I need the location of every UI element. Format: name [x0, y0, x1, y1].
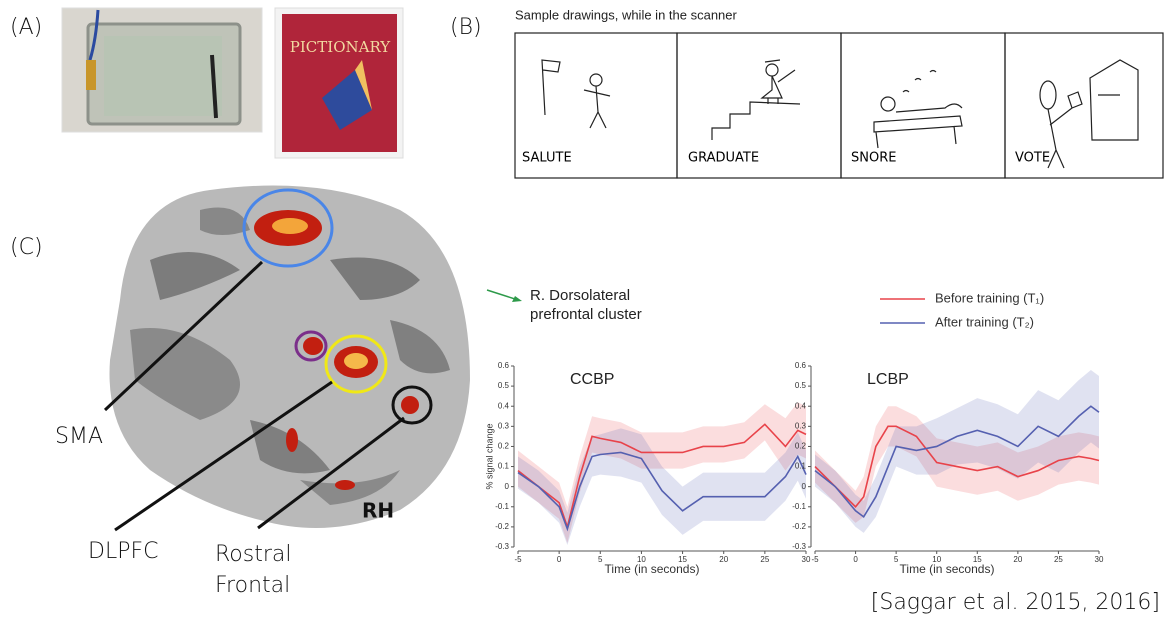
tablet-photo — [62, 8, 262, 132]
x-label: Time (in seconds) — [900, 562, 995, 576]
drawings — [515, 33, 1163, 178]
brain — [105, 186, 470, 531]
legend-label: Before training (T₁) — [935, 290, 1044, 305]
figure: (A) (B) (C) PICTIONARY Sample drawings, … — [0, 0, 1165, 619]
y-tick-label: 0.3 — [795, 421, 807, 430]
x-tick-label: 30 — [1095, 555, 1104, 564]
x-tick-label: 30 — [802, 555, 811, 564]
x-tick-label: 20 — [1013, 555, 1022, 564]
hemisphere-label: RH — [362, 499, 394, 523]
region-label: DLPFC — [88, 539, 158, 564]
y-tick-label: 0.6 — [795, 361, 807, 370]
x-tick-label: -5 — [811, 555, 819, 564]
drawing-label: SALUTE — [522, 151, 572, 166]
drawing-label: SNORE — [851, 151, 896, 166]
cluster-label: prefrontal cluster — [530, 306, 642, 323]
panel-label: (A) — [10, 15, 42, 40]
box-text: PICTIONARY — [290, 38, 392, 56]
y-tick-label: 0.1 — [498, 462, 510, 471]
y-tick-label: 0.5 — [795, 381, 807, 390]
y-tick-label: -0.2 — [495, 522, 509, 531]
y-tick-label: 0.3 — [498, 421, 510, 430]
region-label: Frontal — [215, 573, 290, 598]
x-label: Time (in seconds) — [605, 562, 700, 576]
x-tick-label: 0 — [557, 555, 562, 564]
x-tick-label: 5 — [598, 555, 603, 564]
arrow — [487, 290, 518, 300]
y-tick-label: 0.6 — [498, 361, 510, 370]
y-tick-label: 0.5 — [498, 381, 510, 390]
y-tick-label: 0.4 — [498, 401, 510, 410]
drawing-label: VOTE — [1015, 151, 1050, 166]
panel-b-title: Sample drawings, while in the scanner — [515, 7, 738, 22]
y-tick-label: 0 — [505, 482, 510, 491]
panel-label: (B) — [450, 15, 482, 40]
x-tick-label: 5 — [894, 555, 899, 564]
cluster-label: R. Dorsolateral — [530, 287, 630, 304]
legend-label: After training (T₂) — [935, 314, 1034, 329]
y-tick-label: -0.1 — [792, 502, 806, 511]
y-tick-label: 0.4 — [795, 401, 807, 410]
x-tick-label: 25 — [760, 555, 769, 564]
citation: [Saggar et al. 2015, 2016] — [871, 590, 1160, 615]
pictionary-photo: PICTIONARY — [275, 8, 403, 158]
panel-label: (C) — [10, 235, 43, 260]
y-tick-label: 0 — [802, 482, 807, 491]
region-label: Rostral — [215, 542, 291, 567]
y-tick-label: 0.2 — [498, 442, 510, 451]
x-tick-label: 20 — [719, 555, 728, 564]
drawing-label: GRADUATE — [688, 151, 759, 166]
chart-title: LCBP — [867, 371, 909, 388]
y-tick-label: -0.3 — [792, 542, 806, 551]
y-label: % signal change — [484, 423, 494, 489]
region-label: SMA — [55, 424, 103, 449]
y-tick-label: -0.3 — [495, 542, 509, 551]
arrow-head — [512, 296, 522, 302]
y-tick-label: 0.1 — [795, 462, 807, 471]
x-tick-label: -5 — [514, 555, 522, 564]
y-tick-label: -0.1 — [495, 502, 509, 511]
x-tick-label: 25 — [1054, 555, 1063, 564]
chart-title: CCBP — [570, 371, 614, 388]
page: {"panel_labels": ["(A)", "(B)", "(C)"], … — [0, 0, 1165, 619]
y-tick-label: -0.2 — [792, 522, 806, 531]
y-tick-label: 0.2 — [795, 442, 807, 451]
band — [815, 370, 1099, 533]
x-tick-label: 0 — [853, 555, 858, 564]
